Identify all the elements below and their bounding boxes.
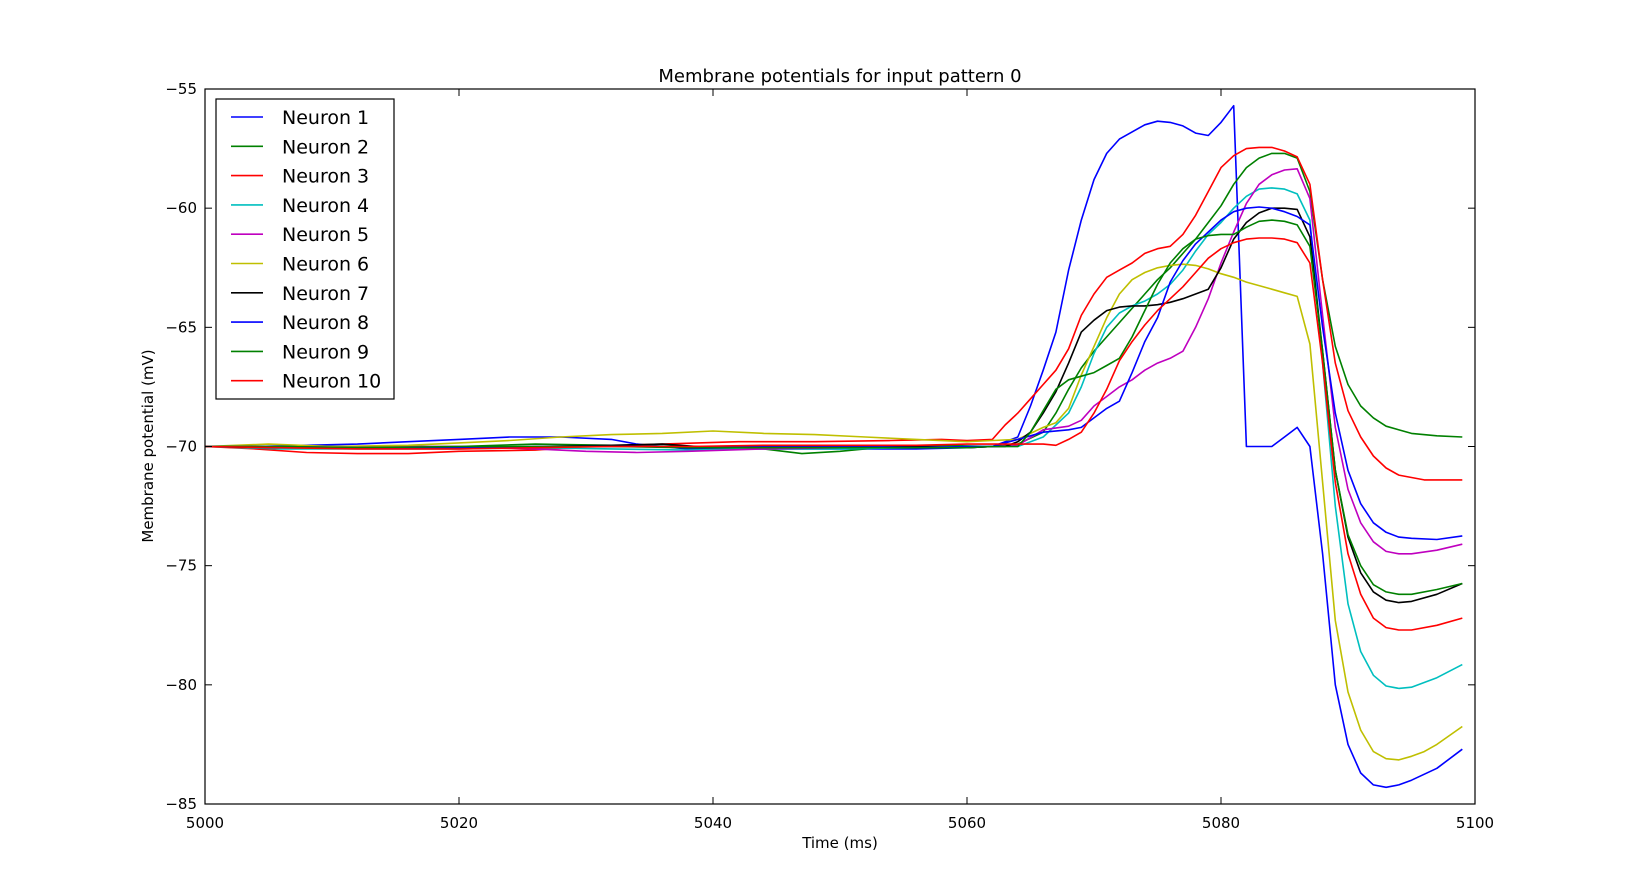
y-axis-label: Membrane potential (mV) [139, 349, 157, 542]
legend-label: Neuron 5 [282, 224, 369, 246]
x-axis-ticks: 5000 5020 5040 5060 5080 5100 [186, 89, 1494, 832]
y-tick-label: −65 [165, 318, 197, 336]
legend-label: Neuron 4 [282, 195, 369, 217]
series-line-neuron-10 [204, 237, 1463, 631]
legend-label: Neuron 2 [282, 136, 369, 158]
series-line-neuron-5 [204, 168, 1463, 555]
series-line-neuron-1 [205, 104, 1463, 789]
legend-label: Neuron 1 [282, 107, 369, 129]
legend-label: Neuron 9 [282, 341, 369, 363]
y-tick-label: −55 [165, 80, 197, 98]
y-tick-label: −60 [165, 199, 197, 217]
legend-label: Neuron 8 [282, 312, 369, 334]
x-tick-label: 5020 [440, 814, 478, 832]
y-tick-label: −70 [165, 438, 197, 456]
x-tick-label: 5080 [1202, 814, 1240, 832]
x-tick-label: 5100 [1456, 814, 1494, 832]
x-axis-label: Time (ms) [801, 834, 878, 852]
y-tick-label: −80 [165, 676, 197, 694]
series-line-neuron-9 [205, 219, 1463, 596]
x-tick-label: 5000 [186, 814, 224, 832]
legend: Neuron 1 Neuron 2 Neuron 3 Neuron 4 Neuron 5… [215, 98, 395, 400]
series-line-neuron-2 [205, 152, 1463, 455]
y-axis-ticks: −85 −80 −75 −70 −65 −60 −55 [165, 80, 1475, 813]
chart-title: Membrane potentials for input pattern 0 [658, 66, 1021, 87]
series-line-neuron-6 [204, 263, 1463, 761]
legend-label: Neuron 3 [282, 166, 369, 188]
x-tick-label: 5040 [694, 814, 732, 832]
legend-label: Neuron 10 [282, 371, 381, 393]
legend-label: Neuron 7 [282, 283, 369, 305]
y-tick-label: −85 [165, 795, 197, 813]
legend-label: Neuron 6 [282, 254, 369, 276]
legend-box [215, 98, 395, 400]
y-tick-label: −75 [165, 557, 197, 575]
x-tick-label: 5060 [948, 814, 986, 832]
series-lines [204, 104, 1463, 789]
